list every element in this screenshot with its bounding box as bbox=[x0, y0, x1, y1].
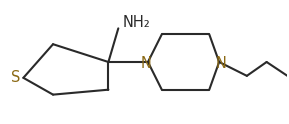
Text: N: N bbox=[216, 56, 227, 71]
Text: N: N bbox=[140, 56, 151, 71]
Text: NH₂: NH₂ bbox=[122, 15, 150, 30]
Text: S: S bbox=[11, 70, 20, 85]
